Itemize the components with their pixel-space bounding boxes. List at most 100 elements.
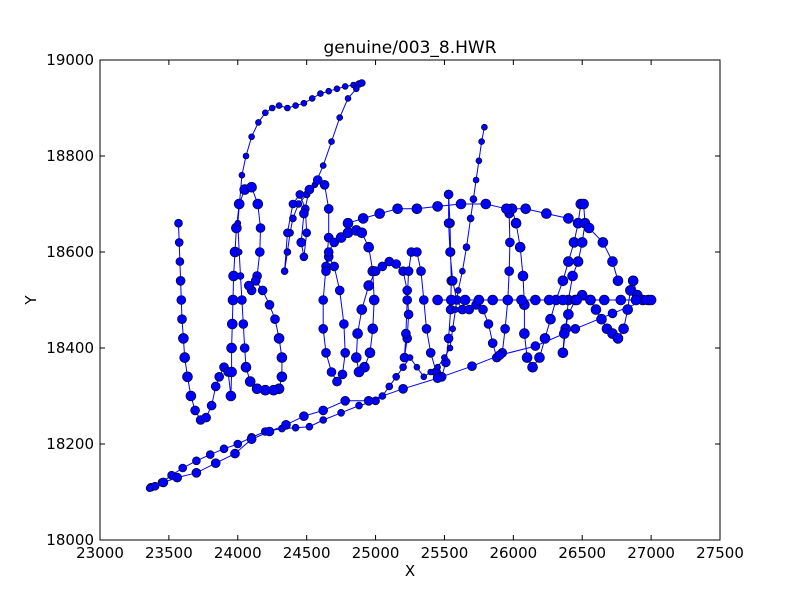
data-point [192,456,201,466]
data-point [363,280,375,291]
data-point [226,342,237,354]
data-point [251,383,263,395]
data-point [530,294,541,306]
data-point [246,434,257,445]
data-point [363,395,374,406]
data-point [283,228,292,238]
data-point [454,287,462,294]
data-point [640,295,651,305]
data-point [227,318,238,330]
data-point [205,450,215,459]
data-point [567,270,578,282]
x-tick-label: 24000 [214,544,262,562]
data-point [449,325,457,333]
data-point [257,285,268,296]
data-point [158,477,169,488]
data-point [572,256,584,267]
data-point [178,333,189,344]
data-point [288,199,298,209]
data-point [296,237,307,248]
data-point [276,352,288,363]
data-point [344,95,352,102]
x-axis-label: X [405,562,415,580]
data-point [420,373,428,381]
y-tick-label: 18600 [46,243,94,261]
data-point [455,198,467,210]
x-tick-label: 26500 [558,544,606,562]
data-point [255,119,262,126]
data-point [357,79,366,87]
data-point [340,347,351,358]
data-point [514,241,526,253]
data-point [368,294,380,306]
data-point [385,382,394,391]
data-point [246,181,257,193]
x-axis-ticks: 23000 23500 24000 24500 25000 25500 26000 26500… [76,60,744,562]
data-point [329,237,340,248]
data-point [176,295,187,305]
data-point [563,309,574,320]
data-point [174,238,184,247]
data-point [607,256,618,267]
data-point [244,376,256,387]
data-point [374,208,386,219]
data-point [356,227,368,239]
data-point [281,419,291,430]
data-point [501,203,512,215]
y-tick-label: 18200 [46,435,94,453]
y-tick-label: 18400 [46,339,94,357]
x-tick-label: 23000 [76,544,124,562]
data-point [333,85,341,93]
data-point [472,176,480,184]
data-point [406,354,414,361]
data-point [452,306,459,313]
data-point [252,198,264,210]
data-point [353,366,365,378]
data-point [557,347,569,359]
data-point [534,352,545,363]
data-point [174,218,183,228]
data-point [172,472,182,483]
data-point [352,328,363,339]
data-point [467,361,477,372]
data-point [627,275,639,287]
data-point [317,90,324,97]
data-point [363,241,375,253]
data-point [520,203,532,215]
data-point [445,247,455,257]
data-point [530,341,541,351]
data-point [563,256,574,267]
data-point [323,204,334,214]
data-point [412,247,422,257]
data-point [238,171,246,179]
x-tick-label: 23500 [145,544,193,562]
data-point [175,275,186,286]
y-tick-label: 19000 [46,51,94,69]
data-point [318,295,329,305]
data-point [478,138,485,145]
data-point [312,175,323,185]
data-point [398,383,408,394]
plot-area [99,59,721,541]
data-point [413,363,421,371]
data-point [318,405,329,416]
data-point [254,247,265,257]
data-point [392,372,401,381]
data-point [350,352,362,363]
data-point [226,366,237,378]
x-tick-label: 27000 [627,544,675,562]
data-point [487,294,499,306]
data-point [466,214,475,223]
data-point [612,275,624,287]
data-point [403,266,414,277]
data-point [576,237,588,248]
data-point [227,294,239,306]
data-point [356,304,368,315]
data-point [570,323,581,334]
data-point [402,295,413,305]
data-point [475,157,483,165]
data-point [206,400,217,411]
data-point [391,259,402,269]
data-point [357,213,369,224]
